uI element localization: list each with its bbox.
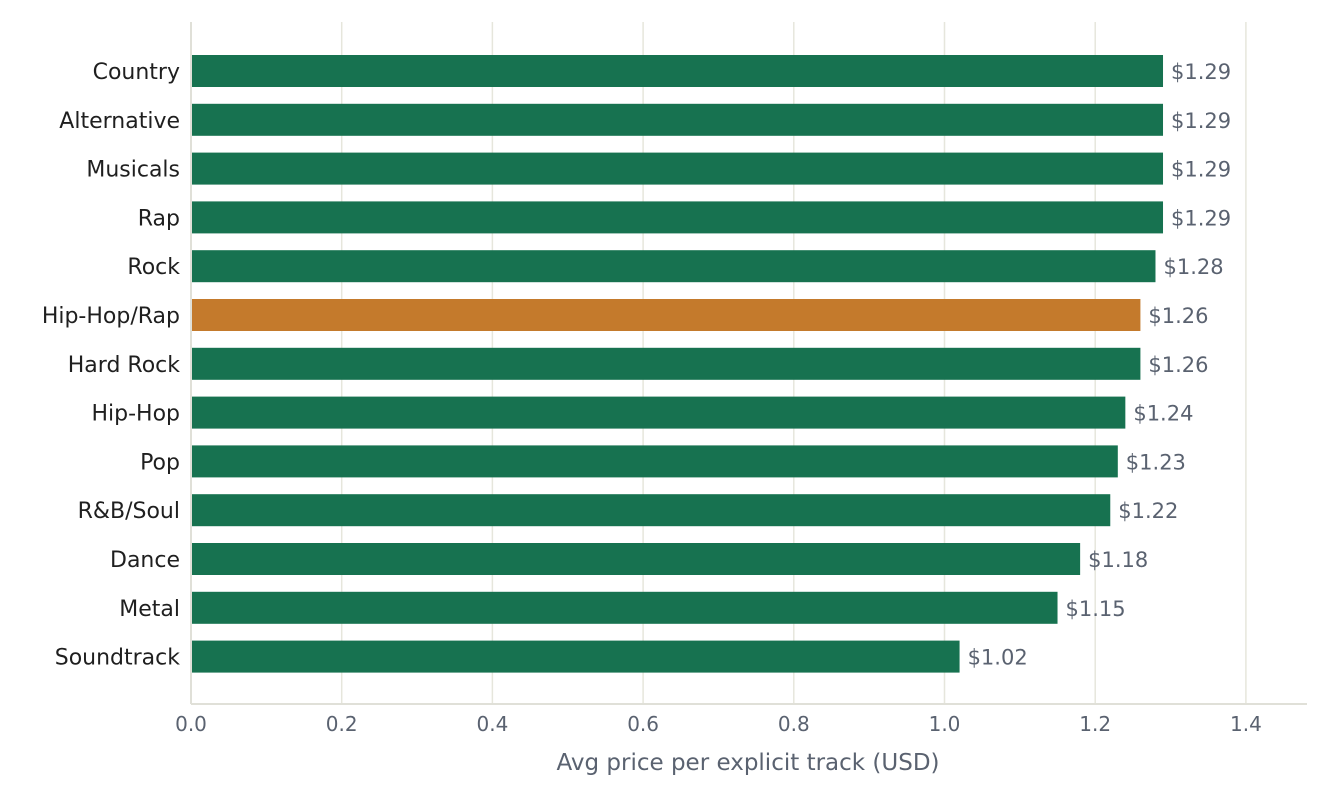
bar (192, 299, 1141, 331)
category-label: Hip-Hop/Rap (42, 304, 180, 329)
value-label: $1.02 (968, 646, 1028, 670)
value-label: $1.26 (1148, 304, 1208, 328)
bar (192, 103, 1164, 136)
value-label: $1.29 (1171, 158, 1231, 182)
axes (190, 22, 1307, 705)
value-label: $1.24 (1133, 402, 1193, 426)
bar (192, 640, 960, 673)
bar (192, 445, 1118, 478)
category-label: Musicals (86, 158, 180, 183)
category-label: R&B/Soul (78, 499, 180, 524)
category-label: Dance (110, 548, 180, 573)
x-tick-labels: 0.0 0.2 0.4 0.6 0.8 1.0 1.2 1.4 (175, 712, 1262, 736)
category-label: Pop (140, 450, 180, 475)
bar (192, 201, 1164, 234)
value-label: $1.23 (1126, 450, 1186, 474)
bar (192, 152, 1164, 185)
x-tick-label: 1.2 (1079, 712, 1111, 736)
category-label: Soundtrack (55, 646, 181, 671)
x-tick-label: 1.4 (1230, 712, 1262, 736)
category-label: Rock (127, 255, 180, 280)
x-tick-label: 0.0 (175, 712, 207, 736)
x-tick-label: 0.8 (778, 712, 810, 736)
value-label: $1.26 (1148, 353, 1208, 377)
bars (192, 55, 1164, 673)
bar (192, 347, 1141, 380)
value-label: $1.29 (1171, 109, 1231, 133)
x-tick-label: 0.4 (476, 712, 508, 736)
category-label: Hip-Hop (91, 402, 180, 427)
x-tick-label: 0.6 (627, 712, 659, 736)
category-label: Metal (119, 597, 180, 622)
bar (192, 543, 1081, 575)
x-axis-title: Avg price per explicit track (USD) (556, 750, 939, 776)
category-label: Alternative (59, 109, 180, 134)
value-label: $1.29 (1171, 60, 1231, 84)
value-label: $1.18 (1088, 548, 1148, 572)
bar (192, 494, 1111, 527)
category-label: Country (93, 60, 180, 85)
value-label: $1.22 (1118, 499, 1178, 523)
value-label: $1.29 (1171, 206, 1231, 230)
value-label: $1.15 (1066, 597, 1126, 621)
bar (192, 55, 1164, 87)
bar (192, 396, 1126, 429)
category-labels: Country Alternative Musicals Rap Rock Hip-Hop… (42, 60, 180, 671)
bar (192, 591, 1058, 624)
bar (192, 250, 1156, 283)
x-tick-label: 0.2 (326, 712, 358, 736)
value-labels: $1.29 $1.29 $1.29 $1.29 $1.28 $1.26 $1.26 $1.24… (968, 60, 1232, 670)
category-label: Hard Rock (68, 353, 180, 378)
value-label: $1.28 (1163, 255, 1223, 279)
category-label: Rap (138, 206, 180, 231)
x-tick-label: 1.0 (929, 712, 961, 736)
